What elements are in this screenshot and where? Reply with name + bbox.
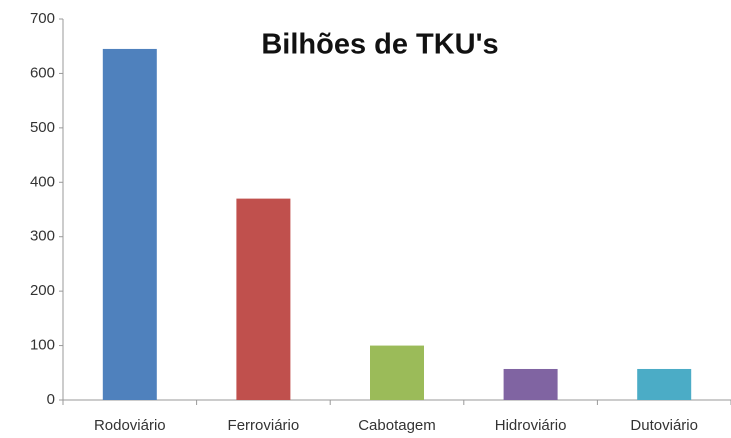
bar — [503, 368, 558, 400]
bar — [637, 368, 692, 400]
chart-title: Bilhões de TKU's — [261, 29, 498, 61]
bar — [370, 345, 424, 400]
x-tick-label: Cabotagem — [358, 417, 436, 434]
x-tick-label: Ferroviário — [228, 417, 300, 434]
y-tick-label: 700 — [30, 10, 55, 27]
y-tick-label: 300 — [30, 228, 55, 245]
bar — [236, 198, 291, 400]
y-tick-label: 600 — [30, 64, 55, 81]
y-tick-label: 500 — [30, 119, 55, 136]
bar — [102, 48, 157, 400]
x-tick-label: Dutoviário — [630, 417, 698, 434]
x-tick-label: Hidroviário — [495, 417, 567, 434]
y-tick-label: 400 — [30, 173, 55, 190]
y-tick-label: 200 — [30, 282, 55, 299]
y-tick-label: 0 — [47, 391, 55, 408]
y-tick-label: 100 — [30, 337, 55, 354]
x-tick-label: Rodoviário — [94, 417, 166, 434]
